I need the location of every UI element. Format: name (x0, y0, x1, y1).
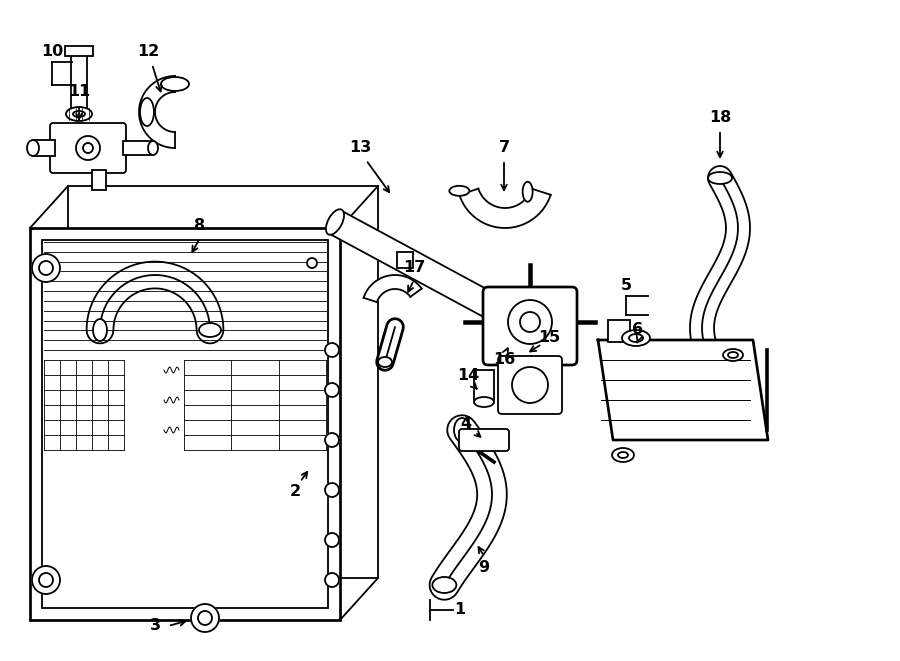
Ellipse shape (432, 577, 456, 593)
Text: 6: 6 (633, 323, 643, 338)
Circle shape (325, 343, 339, 357)
Ellipse shape (629, 334, 643, 342)
Ellipse shape (454, 418, 470, 442)
Circle shape (520, 312, 540, 332)
Text: 1: 1 (454, 602, 465, 617)
Text: 14: 14 (457, 368, 479, 383)
Bar (474, 370, 494, 400)
Text: 4: 4 (461, 416, 472, 432)
FancyBboxPatch shape (483, 287, 577, 365)
Circle shape (191, 604, 219, 632)
Circle shape (32, 566, 60, 594)
Ellipse shape (73, 111, 85, 117)
Ellipse shape (708, 172, 732, 184)
Bar (71, 54, 87, 109)
Ellipse shape (148, 141, 158, 155)
Text: 2: 2 (290, 485, 301, 500)
Text: 11: 11 (68, 85, 90, 100)
Ellipse shape (622, 330, 650, 346)
Circle shape (325, 533, 339, 547)
Ellipse shape (161, 77, 189, 91)
Polygon shape (364, 275, 422, 302)
Polygon shape (459, 188, 551, 228)
Circle shape (32, 254, 60, 282)
Circle shape (325, 483, 339, 497)
Text: 16: 16 (493, 352, 515, 368)
Text: 3: 3 (149, 619, 160, 633)
Polygon shape (328, 211, 504, 321)
Ellipse shape (723, 349, 743, 361)
Circle shape (325, 573, 339, 587)
Circle shape (307, 258, 317, 268)
Text: 10: 10 (40, 44, 63, 59)
FancyBboxPatch shape (459, 429, 509, 451)
Text: 15: 15 (538, 330, 560, 346)
Polygon shape (598, 340, 768, 440)
Bar (65, 46, 93, 56)
Text: 18: 18 (709, 110, 731, 126)
Text: 5: 5 (620, 278, 632, 293)
Bar (123, 141, 153, 155)
FancyBboxPatch shape (498, 356, 562, 414)
Ellipse shape (474, 397, 494, 407)
Ellipse shape (728, 352, 738, 358)
Circle shape (325, 383, 339, 397)
Ellipse shape (523, 182, 533, 202)
Polygon shape (139, 76, 175, 148)
Bar (398, 252, 413, 268)
Bar (33, 140, 55, 156)
Circle shape (325, 433, 339, 447)
Ellipse shape (93, 319, 107, 341)
Bar (92, 170, 106, 190)
Ellipse shape (140, 98, 154, 126)
Ellipse shape (199, 323, 221, 337)
Text: 12: 12 (137, 44, 159, 59)
Ellipse shape (378, 357, 392, 367)
Bar (42, 240, 328, 608)
Text: 7: 7 (499, 141, 509, 155)
Ellipse shape (326, 210, 344, 235)
Circle shape (512, 367, 548, 403)
Ellipse shape (726, 422, 750, 434)
Text: 9: 9 (479, 561, 490, 576)
Bar (30, 228, 340, 620)
Text: 17: 17 (403, 260, 425, 276)
Circle shape (508, 300, 552, 344)
Text: 13: 13 (349, 141, 371, 155)
Ellipse shape (27, 140, 39, 156)
Ellipse shape (66, 107, 92, 121)
FancyBboxPatch shape (50, 123, 126, 173)
Ellipse shape (449, 186, 469, 196)
Text: 8: 8 (194, 219, 205, 233)
Ellipse shape (618, 452, 628, 458)
Ellipse shape (612, 448, 634, 462)
Ellipse shape (489, 297, 507, 323)
Bar (608, 320, 630, 342)
